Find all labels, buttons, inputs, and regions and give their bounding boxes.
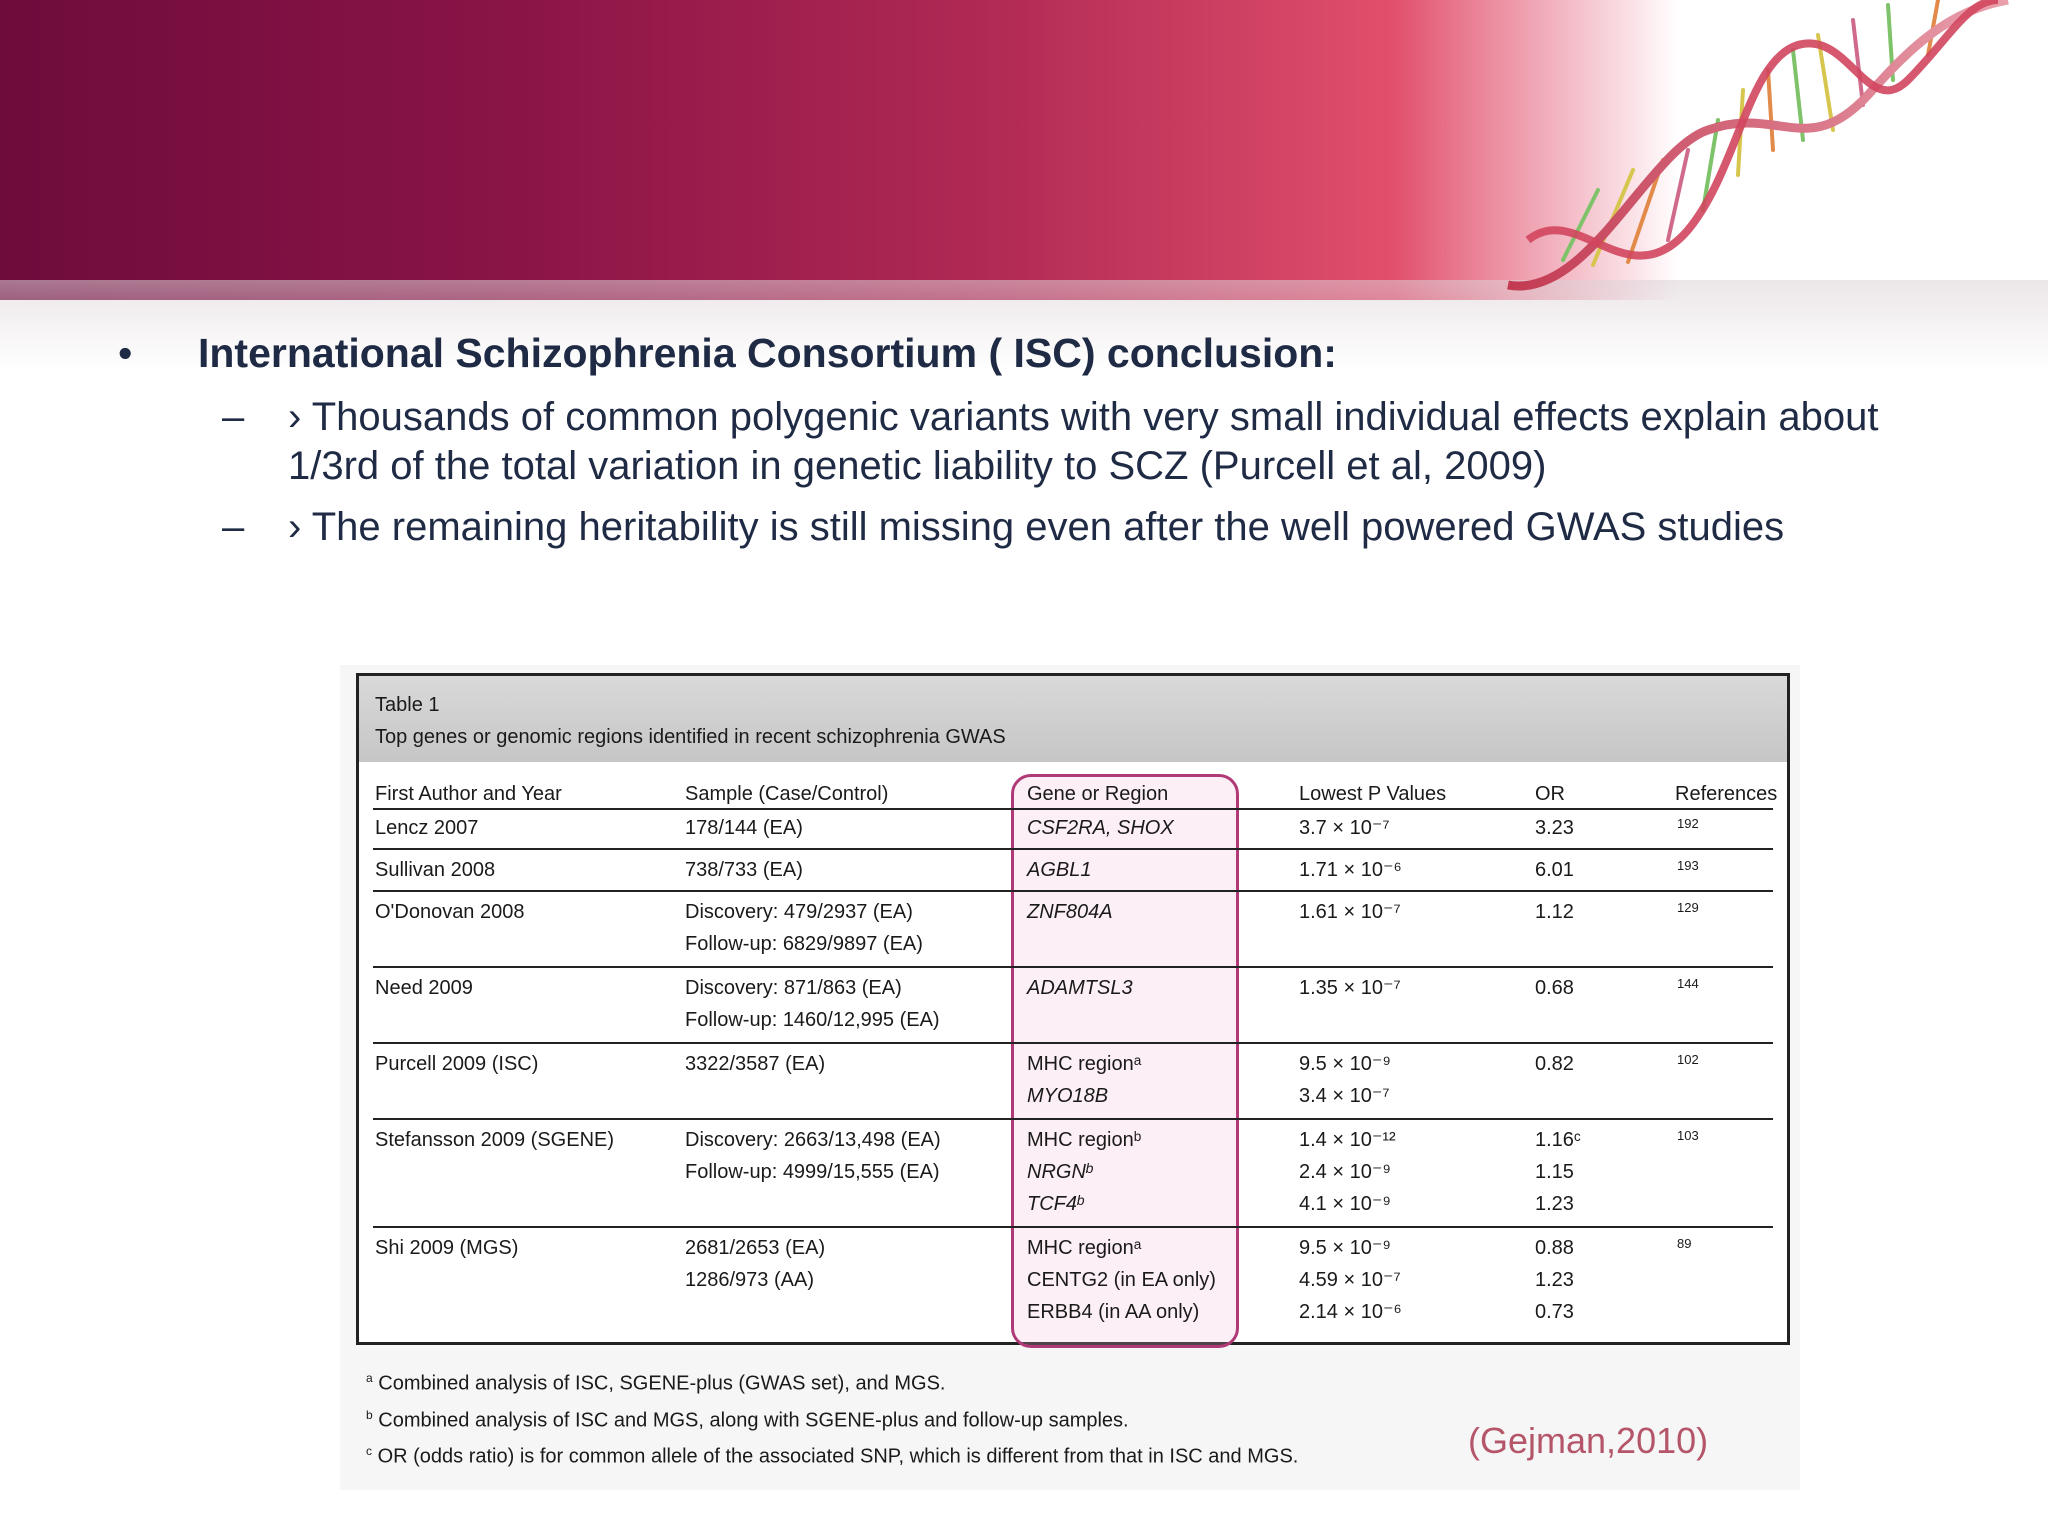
footnote: b Combined analysis of ISC and MGS, alon… (366, 1407, 1129, 1432)
cell-author: Shi 2009 (MGS) (375, 1237, 519, 1259)
header-author: First Author and Year (375, 783, 562, 805)
gene-column-highlight (1011, 774, 1239, 1348)
cell-or: 0.73 (1535, 1301, 1574, 1323)
cell-sample: Follow-up: 1460/12,995 (EA) (685, 1009, 940, 1031)
cell-p-value: 1.35 × 10⁻⁷ (1299, 977, 1401, 999)
cell-sample: Discovery: 871/863 (EA) (685, 977, 902, 999)
cell-gene: MHC regionᵇ (1027, 1129, 1142, 1151)
cell-author: Need 2009 (375, 977, 473, 999)
cell-or: 1.23 (1535, 1269, 1574, 1291)
cell-or: 3.23 (1535, 817, 1574, 839)
cell-sample: Discovery: 479/2937 (EA) (685, 901, 913, 923)
cell-p-value: 4.59 × 10⁻⁷ (1299, 1269, 1401, 1291)
cell-or: 1.16ᶜ (1535, 1129, 1582, 1151)
table-title-band: Table 1 Top genes or genomic regions ide… (359, 676, 1787, 762)
row-rule (373, 1042, 1773, 1044)
cell-sample: 2681/2653 (EA) (685, 1237, 826, 1259)
cell-sample: 178/144 (EA) (685, 817, 803, 839)
sub-bullet-text: › Thousands of common polygenic variants… (288, 395, 1879, 488)
table-title: Table 1 (375, 694, 440, 716)
main-bullet: • International Schizophrenia Consortium… (118, 325, 1958, 381)
cell-or: 6.01 (1535, 859, 1574, 881)
table-footnotes: a Combined analysis of ISC, SGENE-plus (… (366, 1363, 1298, 1473)
row-rule (373, 1226, 1773, 1228)
cell-author: Purcell 2009 (ISC) (375, 1053, 539, 1075)
cell-sample: 738/733 (EA) (685, 859, 803, 881)
cell-gene: TCF4ᵇ (1027, 1193, 1084, 1215)
cell-gene: MHC regionᵃ (1027, 1237, 1142, 1259)
banner-fade (0, 280, 2048, 370)
footnote: c OR (odds ratio) is for common allele o… (366, 1444, 1299, 1468)
cell-reference: 144 (1677, 976, 1699, 991)
cell-p-value: 9.5 × 10⁻⁹ (1299, 1053, 1391, 1075)
cell-reference: 192 (1677, 816, 1699, 831)
cell-p-value: 1.71 × 10⁻⁶ (1299, 859, 1402, 881)
cell-or: 1.23 (1535, 1193, 1574, 1215)
header-rule (373, 808, 1773, 810)
cell-p-value: 1.61 × 10⁻⁷ (1299, 901, 1401, 923)
cell-p-value: 9.5 × 10⁻⁹ (1299, 1237, 1391, 1259)
cell-gene: CENTG2 (in EA only) (1027, 1269, 1216, 1291)
cell-gene: AGBL1 (1027, 859, 1092, 881)
cell-author: Sullivan 2008 (375, 859, 496, 881)
header-or: OR (1535, 783, 1565, 805)
sub-bullet-marker: – (222, 505, 245, 549)
cell-reference: 193 (1677, 858, 1699, 873)
cell-sample: Discovery: 2663/13,498 (EA) (685, 1129, 941, 1151)
cell-or: 0.68 (1535, 977, 1574, 999)
cell-author: Lencz 2007 (375, 817, 479, 839)
cell-or: 0.82 (1535, 1053, 1574, 1075)
row-rule (373, 890, 1773, 892)
cell-p-value: 2.4 × 10⁻⁹ (1299, 1161, 1391, 1183)
header-references: References (1675, 783, 1778, 805)
header-banner (0, 0, 2048, 300)
header-gene: Gene or Region (1027, 783, 1169, 805)
cell-p-value: 3.7 × 10⁻⁷ (1299, 817, 1390, 839)
cell-gene: ERBB4 (in AA only) (1027, 1301, 1200, 1323)
cell-p-value: 2.14 × 10⁻⁶ (1299, 1301, 1402, 1323)
sub-bullet-marker: – (222, 395, 245, 439)
cell-or: 0.88 (1535, 1237, 1574, 1259)
main-bullet-text: International Schizophrenia Consortium (… (198, 330, 1337, 376)
cell-author: O'Donovan 2008 (375, 901, 525, 923)
row-rule (373, 966, 1773, 968)
cell-or: 1.15 (1535, 1161, 1574, 1183)
cell-gene: MHC regionᵃ (1027, 1053, 1142, 1075)
cell-gene: NRGNᵇ (1027, 1161, 1093, 1183)
bullet-list: • International Schizophrenia Consortium… (118, 325, 1958, 552)
cell-gene: CSF2RA, SHOX (1027, 817, 1174, 839)
cell-reference: 103 (1677, 1128, 1699, 1143)
cell-p-value: 1.4 × 10⁻¹² (1299, 1129, 1396, 1151)
cell-reference: 129 (1677, 900, 1699, 915)
cell-author: Stefansson 2009 (SGENE) (375, 1129, 615, 1151)
dna-helix-image (1507, 0, 2009, 291)
cell-p-value: 3.4 × 10⁻⁷ (1299, 1085, 1390, 1107)
cell-or: 1.12 (1535, 901, 1574, 923)
cell-gene: ZNF804A (1027, 901, 1113, 923)
cell-reference: 89 (1677, 1236, 1692, 1251)
sub-bullet-text: › The remaining heritability is still mi… (288, 505, 1785, 549)
sub-bullet: – › Thousands of common polygenic varian… (118, 393, 1958, 491)
footnote: a Combined analysis of ISC, SGENE-plus (… (366, 1371, 946, 1395)
cell-gene: ADAMTSL3 (1027, 977, 1133, 999)
cell-sample: Follow-up: 4999/15,555 (EA) (685, 1161, 940, 1183)
cell-reference: 102 (1677, 1052, 1699, 1067)
cell-sample: 3322/3587 (EA) (685, 1053, 826, 1075)
cell-sample: 1286/973 (AA) (685, 1269, 814, 1291)
row-rule (373, 848, 1773, 850)
header-sample: Sample (Case/Control) (685, 783, 889, 805)
citation: (Gejman,2010) (1468, 1420, 1709, 1461)
cell-p-value: 4.1 × 10⁻⁹ (1299, 1193, 1391, 1215)
row-rule (373, 1118, 1773, 1120)
cell-sample: Follow-up: 6829/9897 (EA) (685, 933, 923, 955)
sub-bullet: – › The remaining heritability is still … (118, 503, 1958, 552)
table-caption: Top genes or genomic regions identified … (375, 726, 1006, 748)
gwas-table-figure: Table 1 Top genes or genomic regions ide… (340, 665, 1800, 1490)
bullet-marker: • (118, 330, 133, 376)
gwas-table: Table 1 Top genes or genomic regions ide… (356, 673, 1790, 1348)
header-p-values: Lowest P Values (1299, 783, 1447, 805)
cell-gene: MYO18B (1027, 1085, 1109, 1107)
